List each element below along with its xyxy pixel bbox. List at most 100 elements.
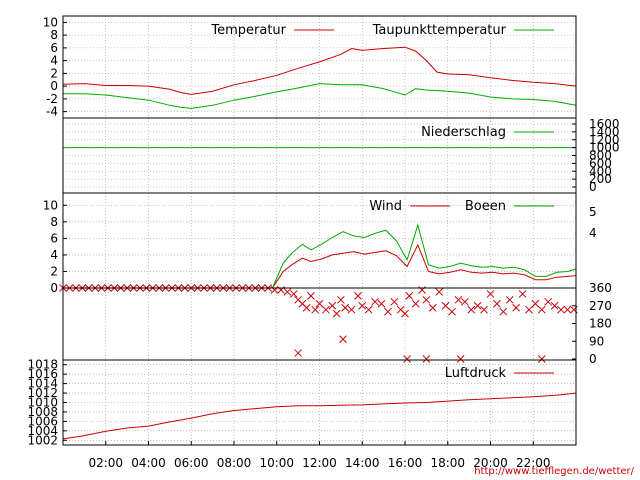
wind-direction-point-50 bbox=[358, 301, 367, 310]
x-tick-label-10: 22:00 bbox=[516, 456, 551, 470]
wind-direction-point-41 bbox=[311, 305, 320, 314]
wind-direction-point-71 bbox=[486, 290, 495, 298]
temperature-ytick-label-3: 2 bbox=[50, 66, 58, 80]
precipitation-rtick-label-4: 800 bbox=[589, 149, 612, 163]
wind-direction-rtick-label-1: 90 bbox=[589, 334, 604, 348]
wind-direction-point-43 bbox=[322, 305, 330, 314]
wind-ytick-label-5: 10 bbox=[43, 198, 58, 212]
wind-right-label-1: 5 bbox=[589, 205, 597, 219]
wind-direction-point-89 bbox=[456, 355, 465, 363]
wind-direction-point-40 bbox=[307, 292, 315, 300]
wind-direction-point-54 bbox=[384, 307, 392, 316]
wind-direction-point-47 bbox=[341, 303, 350, 312]
pressure-ytick-label-7: 1016 bbox=[27, 367, 58, 381]
temperature-ytick-label-0: -4 bbox=[46, 105, 58, 119]
wind-series-boeen bbox=[272, 223, 577, 289]
wind-direction-point-90 bbox=[537, 355, 546, 363]
wind-direction-point-42 bbox=[315, 299, 324, 308]
wind-direction-point-52 bbox=[371, 297, 379, 306]
pressure-series-luftdruck bbox=[62, 392, 577, 440]
wind-direction-point-67 bbox=[460, 297, 469, 306]
precipitation-rtick-label-7: 1400 bbox=[589, 125, 620, 139]
legend-boeen-label: Boeen bbox=[465, 199, 506, 214]
pressure-ytick-label-3: 1008 bbox=[27, 405, 58, 419]
wind-direction-point-86 bbox=[339, 335, 347, 344]
x-tick-label-0: 02:00 bbox=[88, 456, 123, 470]
wind-direction-point-82 bbox=[557, 305, 565, 314]
wind-direction-point-55 bbox=[390, 297, 399, 306]
wind-direction-point-51 bbox=[364, 305, 373, 314]
wind-direction-point-66 bbox=[454, 295, 463, 304]
precipitation-rtick-label-6: 1200 bbox=[589, 133, 620, 147]
precipitation-rtick-label-3: 600 bbox=[589, 156, 612, 170]
precipitation-rtick-label-0: 0 bbox=[589, 180, 597, 194]
x-tick-label-5: 12:00 bbox=[302, 456, 337, 470]
wind-direction-point-62 bbox=[428, 303, 437, 312]
wind-direction-point-88 bbox=[422, 355, 431, 363]
wind-direction-point-87 bbox=[403, 355, 411, 363]
temperature-series-taupunkttemperatur bbox=[63, 83, 577, 109]
temperature-ytick-label-5: 6 bbox=[50, 41, 58, 55]
pressure-ytick-label-8: 1018 bbox=[27, 358, 58, 372]
legend-niederschlag-label: Niederschlag bbox=[421, 125, 506, 140]
temperature-ytick-label-6: 8 bbox=[50, 28, 58, 42]
x-tick-label-9: 20:00 bbox=[473, 456, 508, 470]
pressure-ytick-label-1: 1004 bbox=[27, 424, 58, 438]
wind-direction-point-59 bbox=[411, 299, 420, 308]
precipitation-rtick-label-1: 200 bbox=[589, 172, 612, 186]
wind-direction-point-79 bbox=[537, 305, 546, 314]
wind-direction-rtick-label-0: 0 bbox=[589, 352, 597, 366]
wind-direction-point-70 bbox=[480, 305, 488, 314]
wind-direction-rtick-label-2: 180 bbox=[589, 317, 612, 331]
precipitation-rtick-label-5: 1000 bbox=[589, 141, 620, 155]
wind-direction-point-44 bbox=[328, 301, 337, 310]
wind-direction-point-48 bbox=[347, 305, 356, 314]
wind-right-label-0: 4 bbox=[589, 226, 597, 240]
wind-direction-point-72 bbox=[493, 299, 501, 308]
precipitation-rtick-label-8: 1600 bbox=[589, 117, 620, 131]
pressure-ytick-label-2: 1006 bbox=[27, 414, 58, 428]
x-tick-label-1: 04:00 bbox=[131, 456, 166, 470]
pressure-ytick-label-0: 1002 bbox=[27, 433, 58, 447]
precipitation-rtick-label-2: 400 bbox=[589, 164, 612, 178]
wind-direction-point-69 bbox=[473, 301, 482, 310]
wind-direction-point-57 bbox=[401, 309, 409, 318]
x-tick-label-3: 08:00 bbox=[217, 456, 252, 470]
temperature-series-temperatur bbox=[62, 46, 577, 95]
pressure-ytick-label-6: 1014 bbox=[27, 377, 58, 391]
x-tick-label-2: 06:00 bbox=[174, 456, 209, 470]
temperature-ytick-label-2: 0 bbox=[50, 79, 58, 93]
x-tick-label-7: 16:00 bbox=[388, 456, 423, 470]
wind-direction-point-73 bbox=[499, 307, 508, 316]
wind-ytick-label-3: 6 bbox=[50, 231, 58, 245]
x-tick-label-8: 18:00 bbox=[430, 456, 465, 470]
wind-direction-point-85 bbox=[294, 349, 302, 357]
temperature-ytick-label-1: -2 bbox=[46, 92, 58, 106]
wind-direction-point-58 bbox=[405, 292, 414, 300]
wind-ytick-label-2: 4 bbox=[50, 248, 58, 262]
wind-ytick-label-0: 0 bbox=[50, 281, 58, 295]
wind-series-wind bbox=[272, 243, 577, 289]
wind-direction-point-36 bbox=[289, 290, 298, 298]
pressure-ytick-label-4: 1010 bbox=[27, 396, 58, 410]
wind-direction-point-35 bbox=[283, 288, 292, 296]
wind-direction-rtick-label-4: 360 bbox=[589, 281, 612, 295]
wind-direction-point-65 bbox=[448, 307, 456, 316]
temperature-ytick-label-7: 10 bbox=[43, 15, 58, 29]
legend-taupunkttemperatur-label: Taupunkttemperatur bbox=[372, 23, 507, 38]
wind-direction-point-74 bbox=[505, 295, 514, 304]
footer-url: http://www.tiefflegen.de/wetter/ bbox=[474, 466, 634, 477]
wind-direction-point-46 bbox=[337, 295, 345, 304]
x-tick-label-4: 10:00 bbox=[259, 456, 294, 470]
wind-direction-point-83 bbox=[563, 305, 572, 314]
wind-direction-point-77 bbox=[525, 305, 533, 314]
wind-ytick-label-1: 2 bbox=[50, 264, 58, 278]
wind-direction-point-63 bbox=[435, 288, 444, 296]
legend-wind-label: Wind bbox=[369, 199, 402, 214]
wind-direction-point-75 bbox=[512, 303, 521, 312]
wind-direction-point-76 bbox=[518, 290, 527, 298]
wind-direction-point-68 bbox=[467, 305, 476, 314]
wind-direction-point-53 bbox=[377, 299, 386, 308]
wind-direction-point-80 bbox=[544, 297, 553, 306]
